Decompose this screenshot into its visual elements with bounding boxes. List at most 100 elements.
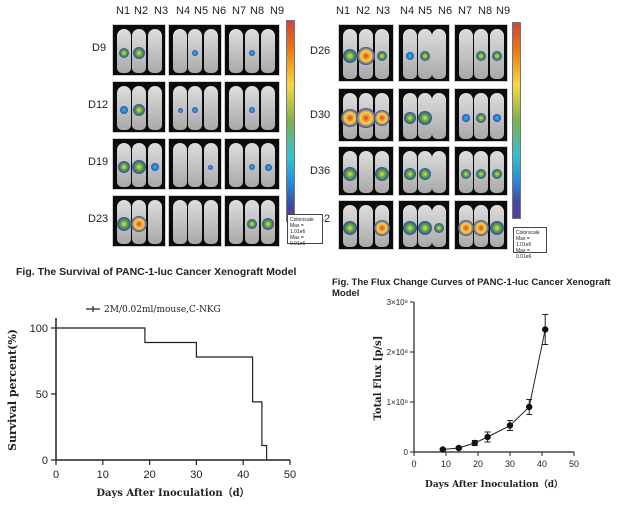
imaging-cage	[224, 138, 280, 190]
column-label-n8: N8	[250, 5, 265, 17]
mouse-silhouette	[173, 143, 187, 187]
x-tick-label: 20	[473, 459, 483, 469]
bioluminescence-spot	[208, 164, 214, 170]
x-tick-label: 20	[143, 469, 155, 481]
imaging-cage	[112, 138, 166, 190]
mouse-silhouette	[203, 200, 218, 244]
x-tick-label: 0	[53, 469, 59, 481]
bioluminescence-spot	[357, 47, 375, 65]
bioluminescence-spot	[462, 114, 470, 122]
bioluminescence-spot	[473, 220, 490, 236]
row-label-d26: D26	[310, 45, 331, 57]
x-tick-label: 30	[505, 459, 515, 469]
imaging-cage	[112, 24, 166, 76]
column-label-n5: N5	[194, 5, 209, 17]
row-label-d12: D12	[88, 99, 109, 111]
imaging-cage	[338, 200, 394, 250]
legend-label: 2M/0.02ml/mouse,C-NKG	[104, 305, 221, 315]
imaging-cage	[338, 24, 394, 82]
data-point	[455, 444, 462, 452]
bioluminescence-spot	[192, 50, 199, 56]
column-label-n6: N6	[438, 5, 453, 17]
imaging-cage	[168, 138, 222, 190]
column-label-n4: N4	[176, 5, 191, 17]
bioluminescence-spot	[418, 168, 431, 180]
y-tick-label: 2×10⁸	[387, 348, 408, 357]
flux-figure-title: Fig. The Flux Change Curves of PANC-1-lu…	[332, 277, 611, 299]
error-bars	[439, 314, 549, 451]
mouse-silhouette	[261, 86, 275, 130]
row-label-d9: D9	[92, 42, 107, 54]
imaging-cage	[168, 81, 222, 133]
column-label-n9: N9	[270, 5, 285, 17]
row-label-d19: D19	[88, 156, 109, 168]
y-tick-label: 50	[36, 389, 48, 401]
colorscale-label: Colorscale	[516, 230, 540, 236]
bioluminescence-spot	[356, 108, 376, 128]
x-ticks: 0 10 20 30 40 50	[411, 452, 579, 469]
colorscale-max-value: 1.01e6	[290, 229, 306, 235]
imaging-cage	[168, 195, 222, 247]
imaging-cage	[224, 195, 280, 247]
bioluminescence-spot	[417, 111, 432, 125]
bioluminescence-spot	[133, 47, 146, 59]
x-tick-label: 40	[537, 459, 547, 469]
row-label-d30: D30	[310, 109, 331, 121]
x-axis-label: Days After Inoculation（d）	[425, 479, 563, 490]
mouse-silhouette	[432, 93, 447, 139]
mouse-silhouette	[359, 151, 373, 193]
bioluminescence-spot	[177, 107, 183, 113]
bioluminescence-spot	[150, 163, 159, 171]
bioluminescence-spot	[262, 218, 274, 230]
bioluminescence-spot	[403, 221, 417, 235]
y-tick-label: 0	[42, 455, 48, 467]
imaging-cage	[454, 24, 508, 82]
bioluminescence-spot	[343, 49, 357, 63]
column-label-n7: N7	[232, 5, 247, 17]
colorscale-max-label: Max =	[516, 236, 530, 242]
bioluminescence-spot	[491, 51, 502, 61]
bioluminescence-spot	[343, 221, 357, 235]
colorscale-min-value: 0.01e6	[290, 241, 306, 247]
column-label-n4: N4	[400, 5, 415, 17]
bioluminescence-spot	[419, 51, 430, 61]
column-label-n5: N5	[418, 5, 433, 17]
y-axis-label: Survival percent(%)	[6, 329, 19, 451]
colorscale-max-label: Max =	[290, 223, 304, 229]
data-point	[506, 422, 514, 429]
mouse-silhouette	[459, 29, 473, 79]
mouse-silhouette	[229, 143, 243, 187]
imaging-cage	[398, 88, 450, 142]
bioluminescence-spot	[458, 220, 474, 236]
bioluminescence-spot	[375, 167, 389, 181]
bioluminescence-spot	[374, 110, 390, 126]
colorscale-label: Colorscale	[290, 217, 314, 223]
y-tick-label: 1×10⁸	[387, 398, 408, 407]
x-tick-label: 10	[97, 469, 109, 481]
data-point	[484, 433, 491, 441]
data-point	[542, 326, 549, 333]
mouse-silhouette	[147, 29, 162, 73]
bioluminescence-spot	[491, 169, 502, 179]
x-tick-label: 30	[190, 469, 202, 481]
mouse-silhouette	[173, 29, 187, 73]
data-point	[439, 446, 446, 453]
row-label-d23: D23	[88, 213, 109, 225]
bioluminescence-spot	[119, 48, 129, 58]
y-tick-label: 0	[404, 448, 409, 457]
survival-step-line	[56, 327, 268, 460]
flux-points	[439, 326, 549, 453]
mouse-silhouette	[203, 29, 218, 73]
imaging-cage	[398, 146, 450, 196]
colorscale-min-value: 0.01e6	[516, 254, 532, 260]
column-label-n1: N1	[336, 5, 351, 17]
bioluminescence-spot	[249, 164, 255, 170]
flux-chart: 0 10 20 30 40 50 0 1×10⁸ 2×10⁸ 3×10⁸ Days After …	[373, 298, 579, 490]
x-axis-label: Days After Inoculation（d）	[96, 486, 249, 499]
mouse-silhouette	[203, 86, 218, 130]
column-label-n3: N3	[154, 5, 169, 17]
bioluminescence-spot	[247, 219, 257, 229]
bioluminescence-spot	[476, 51, 487, 61]
mouse-silhouette	[147, 86, 162, 130]
column-label-n6: N6	[212, 5, 227, 17]
